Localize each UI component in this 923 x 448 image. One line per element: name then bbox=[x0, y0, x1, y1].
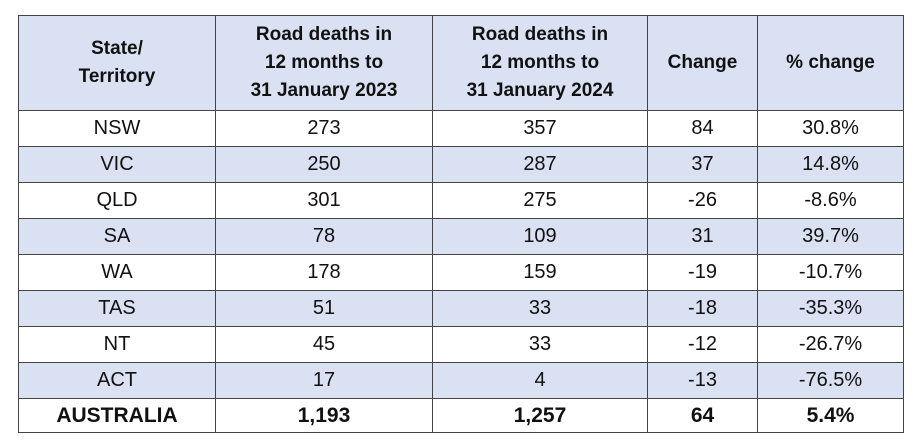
header-line: 31 January 2024 bbox=[466, 80, 614, 101]
header-line: Territory bbox=[78, 66, 156, 87]
state-cell: WA bbox=[18, 254, 216, 291]
value-cell: -10.7% bbox=[757, 254, 904, 291]
value-cell: 357 bbox=[432, 110, 648, 147]
value-cell: 39.7% bbox=[757, 218, 904, 255]
value-cell: 17 bbox=[215, 362, 433, 399]
column-header: Road deaths in 12 months to 31 January 202… bbox=[215, 15, 433, 111]
value-cell: -13 bbox=[647, 362, 758, 399]
header-line: Road deaths in bbox=[255, 24, 393, 45]
table-row: TAS 51 33 -18 -35.3% bbox=[18, 290, 904, 327]
table-body: NSW 273 357 84 30.8% VIC 250 287 37 14.8% QLD 301 27… bbox=[18, 110, 904, 433]
value-cell: -8.6% bbox=[757, 182, 904, 219]
value-cell: -26 bbox=[647, 182, 758, 219]
state-cell: NT bbox=[18, 326, 216, 363]
table-row: NSW 273 357 84 30.8% bbox=[18, 110, 904, 147]
table-row: WA 178 159 -19 -10.7% bbox=[18, 254, 904, 291]
total-label: AUSTRALIA bbox=[18, 398, 216, 433]
column-header: State/Territory bbox=[18, 15, 216, 111]
column-header: % change bbox=[757, 15, 904, 111]
value-cell: 33 bbox=[432, 326, 648, 363]
state-cell: VIC bbox=[18, 146, 216, 183]
value-cell: 273 bbox=[215, 110, 433, 147]
value-cell: 109 bbox=[432, 218, 648, 255]
value-cell: 14.8% bbox=[757, 146, 904, 183]
total-row: AUSTRALIA 1,193 1,257 64 5.4% bbox=[18, 398, 904, 433]
value-cell: 78 bbox=[215, 218, 433, 255]
header-line: Road deaths in bbox=[471, 24, 609, 45]
state-cell: NSW bbox=[18, 110, 216, 147]
value-cell: 301 bbox=[215, 182, 433, 219]
header-line: 12 months to bbox=[264, 52, 384, 73]
value-cell: -12 bbox=[647, 326, 758, 363]
value-cell: 37 bbox=[647, 146, 758, 183]
total-cell: 64 bbox=[647, 398, 758, 433]
state-cell: ACT bbox=[18, 362, 216, 399]
value-cell: 275 bbox=[432, 182, 648, 219]
table-row: VIC 250 287 37 14.8% bbox=[18, 146, 904, 183]
header-row: State/Territory Road deaths in 12 months t… bbox=[18, 15, 904, 111]
header-line: 31 January 2023 bbox=[250, 80, 398, 101]
value-cell: 30.8% bbox=[757, 110, 904, 147]
value-cell: 159 bbox=[432, 254, 648, 291]
value-cell: 4 bbox=[432, 362, 648, 399]
value-cell: 45 bbox=[215, 326, 433, 363]
state-cell: SA bbox=[18, 218, 216, 255]
column-header: Change bbox=[647, 15, 758, 111]
table-row: NT 45 33 -12 -26.7% bbox=[18, 326, 904, 363]
value-cell: 33 bbox=[432, 290, 648, 327]
table-row: QLD 301 275 -26 -8.6% bbox=[18, 182, 904, 219]
value-cell: -35.3% bbox=[757, 290, 904, 327]
value-cell: 31 bbox=[647, 218, 758, 255]
header-line: Change bbox=[667, 52, 738, 73]
road-deaths-table: State/Territory Road deaths in 12 months t… bbox=[18, 15, 904, 433]
header-line: State/ bbox=[91, 38, 143, 59]
value-cell: 178 bbox=[215, 254, 433, 291]
table-row: ACT 17 4 -13 -76.5% bbox=[18, 362, 904, 399]
value-cell: 250 bbox=[215, 146, 433, 183]
value-cell: -18 bbox=[647, 290, 758, 327]
total-cell: 5.4% bbox=[757, 398, 904, 433]
state-cell: TAS bbox=[18, 290, 216, 327]
state-cell: QLD bbox=[18, 182, 216, 219]
value-cell: -26.7% bbox=[757, 326, 904, 363]
header-line: % change bbox=[786, 52, 875, 73]
value-cell: 51 bbox=[215, 290, 433, 327]
value-cell: -19 bbox=[647, 254, 758, 291]
header-line: 12 months to bbox=[480, 52, 600, 73]
table-row: SA 78 109 31 39.7% bbox=[18, 218, 904, 255]
total-cell: 1,257 bbox=[432, 398, 648, 433]
value-cell: 287 bbox=[432, 146, 648, 183]
value-cell: -76.5% bbox=[757, 362, 904, 399]
total-cell: 1,193 bbox=[215, 398, 433, 433]
column-header: Road deaths in 12 months to 31 January 202… bbox=[432, 15, 648, 111]
value-cell: 84 bbox=[647, 110, 758, 147]
